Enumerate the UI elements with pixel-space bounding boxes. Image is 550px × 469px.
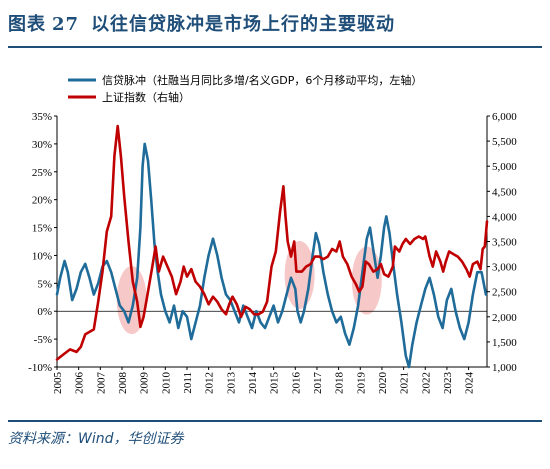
credit-pulse-line bbox=[55, 142, 488, 369]
right-tick-label-3: 2,500 bbox=[492, 287, 517, 299]
right-tick-label-2: 2,000 bbox=[492, 312, 517, 324]
left-tick-label-7: 25% bbox=[32, 167, 52, 179]
x-tick-label-1: 2006 bbox=[74, 372, 86, 395]
line-chart: -10% -5% 0% 5% 10% 15% 20% 25% 30% 35% 1,000 1,500 2… bbox=[28, 73, 517, 395]
left-tick-label-3: 5% bbox=[37, 278, 52, 290]
x-tick-label-17: 2022 bbox=[420, 372, 432, 394]
x-tick-label-10: 2015 bbox=[269, 372, 281, 395]
x-tick-label-18: 2023 bbox=[442, 372, 454, 395]
legend-label-1: 信贷脉冲（社融当月同比多增/名义GDP，6个月移动平均，左轴） bbox=[102, 73, 422, 87]
left-tick-label-2: 0% bbox=[37, 306, 52, 318]
figure-title: 图表 27 以往信贷脉冲是市场上行的主要驱动 bbox=[8, 10, 395, 36]
x-tick-label-9: 2014 bbox=[247, 372, 259, 395]
right-tick-label-1: 1,500 bbox=[492, 337, 517, 349]
x-tick-label-11: 2016 bbox=[290, 372, 302, 395]
x-tick-label-4: 2009 bbox=[139, 372, 151, 395]
x-tick-label-14: 2019 bbox=[355, 372, 367, 395]
highlight-ellipse-3 bbox=[351, 246, 382, 315]
right-tick-label-7: 4,500 bbox=[492, 186, 517, 198]
left-tick-label-6: 20% bbox=[32, 195, 52, 207]
right-tick-label-6: 4,000 bbox=[492, 211, 517, 223]
left-tick-label-9: 35% bbox=[32, 111, 52, 123]
x-tick-label-15: 2020 bbox=[377, 372, 389, 395]
left-tick-label-8: 30% bbox=[32, 139, 52, 151]
x-tick-label-13: 2018 bbox=[334, 372, 346, 395]
right-tick-label-10: 6,000 bbox=[492, 111, 517, 123]
right-tick-label-4: 3,000 bbox=[492, 262, 517, 274]
right-tick-label-9: 5,500 bbox=[492, 136, 517, 148]
source-note: 资料来源：Wind，华创证券 bbox=[8, 431, 184, 447]
x-tick-label-3: 2008 bbox=[117, 372, 129, 395]
right-tick-label-5: 3,500 bbox=[492, 237, 517, 249]
right-tick-label-8: 5,000 bbox=[492, 161, 517, 173]
figure-title-text: 以往信贷脉冲是市场上行的主要驱动 bbox=[91, 14, 396, 35]
x-tick-label-7: 2012 bbox=[204, 372, 216, 394]
legend-label-2: 上证指数（右轴） bbox=[102, 90, 190, 104]
figure-prefix: 图表 bbox=[8, 14, 46, 35]
left-tick-label-1: -5% bbox=[34, 334, 52, 346]
sh-index-line bbox=[55, 124, 489, 361]
left-tick-label-4: 10% bbox=[32, 250, 52, 262]
x-tick-label-0: 2005 bbox=[52, 372, 64, 395]
left-tick-label-0: -10% bbox=[28, 362, 52, 374]
x-tick-label-19: 2024 bbox=[464, 372, 476, 395]
title-rule bbox=[8, 46, 542, 48]
x-tick-label-5: 2010 bbox=[160, 372, 172, 395]
x-tick-label-8: 2013 bbox=[225, 372, 237, 395]
x-tick-label-6: 2011 bbox=[182, 372, 194, 394]
x-tick-label-12: 2017 bbox=[312, 372, 324, 395]
source-rule bbox=[8, 420, 542, 422]
x-tick-label-16: 2021 bbox=[399, 372, 411, 394]
right-tick-label-0: 1,000 bbox=[492, 362, 517, 374]
figure-number: 27 bbox=[52, 14, 80, 35]
x-tick-label-2: 2007 bbox=[95, 372, 107, 395]
left-tick-label-5: 15% bbox=[32, 223, 52, 235]
